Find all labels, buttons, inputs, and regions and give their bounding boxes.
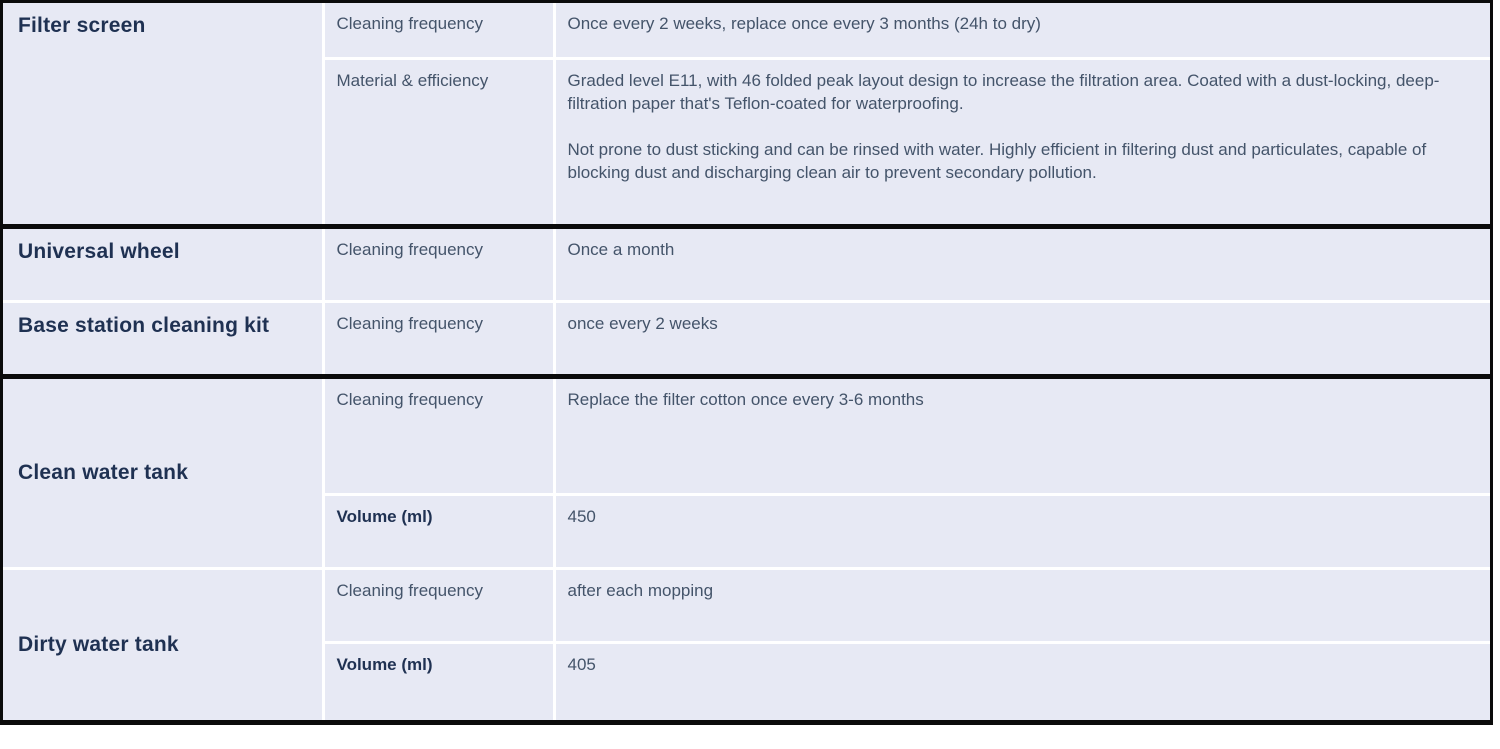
attribute-label-volume: Volume (ml) (321, 492, 554, 568)
table-row: Volume (ml) 405 (3, 640, 1490, 720)
table-row: Universal wheel Cleaning frequency Once … (3, 223, 1490, 301)
value-paragraph: Not prone to dust sticking and can be ri… (567, 139, 1427, 182)
value-paragraph: Graded level E11, with 46 folded peak la… (567, 70, 1440, 113)
attribute-label: Cleaning frequency (321, 3, 554, 58)
section-name-universal-wheel: Universal wheel (3, 223, 323, 301)
attribute-label: Cleaning frequency (321, 223, 554, 301)
attribute-label: Cleaning frequency (321, 373, 554, 494)
attribute-value: 405 (552, 640, 1490, 720)
attribute-value: Replace the filter cotton once every 3-6… (552, 373, 1490, 494)
table-row: Dirty water tank Cleaning frequency afte… (3, 566, 1490, 720)
table-row: Material & efficiency Graded level E11, … (3, 56, 1490, 226)
maintenance-spec-table: Filter screen Cleaning frequency Once ev… (3, 3, 1490, 720)
attribute-label-volume: Volume (ml) (321, 640, 554, 720)
attribute-value: Graded level E11, with 46 folded peak la… (552, 56, 1490, 226)
section-name-filter-screen: Filter screen (18, 14, 146, 37)
table-row: Base station cleaning kit Cleaning frequ… (3, 299, 1490, 376)
attribute-label: Cleaning frequency (321, 566, 554, 642)
table-row: Filter screen Cleaning frequency Once ev… (3, 3, 1490, 58)
attribute-label: Material & efficiency (321, 56, 554, 226)
section-name-clean-water-tank: Clean water tank (3, 373, 323, 568)
attribute-value: after each mopping (552, 566, 1490, 642)
attribute-value: Once a month (552, 223, 1490, 301)
table-row: Clean water tank Cleaning frequency Repl… (3, 373, 1490, 568)
attribute-value: Once every 2 weeks, replace once every 3… (552, 3, 1490, 58)
attribute-label: Cleaning frequency (321, 299, 554, 376)
spec-table-frame: Filter screen Cleaning frequency Once ev… (0, 0, 1493, 725)
attribute-value: 450 (552, 492, 1490, 568)
table-row: Volume (ml) 450 (3, 492, 1490, 568)
section-name-base-station-cleaning-kit: Base station cleaning kit (3, 299, 323, 376)
attribute-value: once every 2 weeks (552, 299, 1490, 376)
section-name-dirty-water-tank: Dirty water tank (3, 566, 323, 720)
